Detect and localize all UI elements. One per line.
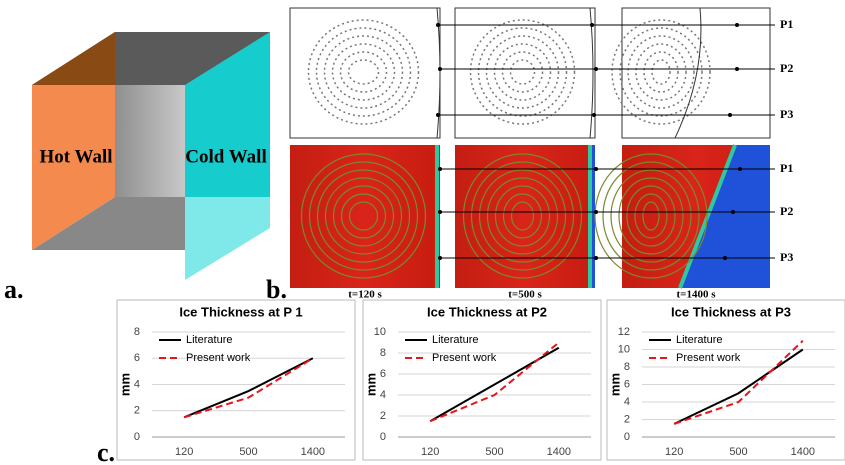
probe-point [436, 23, 440, 27]
probe-point [438, 67, 442, 71]
probe-point [594, 210, 598, 214]
x-tick-label: 1400 [301, 446, 325, 458]
x-tick-label: 120 [665, 446, 683, 458]
legend-label: Literature [186, 334, 232, 346]
probe-point [592, 113, 596, 117]
probe-point [438, 210, 442, 214]
hot-wall-label: Hot Wall [39, 146, 112, 167]
y-tick-label: 8 [134, 326, 140, 338]
probe-point [438, 167, 442, 171]
probe-label: P1 [780, 17, 793, 31]
y-tick-label: 10 [618, 343, 630, 355]
y-tick-label: 8 [380, 347, 386, 359]
legend-label: Literature [676, 334, 722, 346]
chart-title: Ice Thickness at P2 [427, 304, 547, 319]
legend-label: Present work [676, 352, 741, 364]
time-label: t=120 s [348, 289, 382, 301]
x-tick-label: 120 [175, 446, 193, 458]
chart-frame [607, 300, 845, 460]
panel-label: c. [97, 438, 115, 465]
x-tick-label: 500 [729, 446, 747, 458]
probe-point [438, 256, 442, 260]
legend-label: Present work [432, 352, 497, 364]
probe-point [738, 167, 742, 171]
probe-label: P2 [780, 204, 793, 218]
time-label: t=1400 s [677, 289, 717, 301]
y-tick-label: 12 [618, 326, 630, 338]
y-tick-label: 4 [380, 389, 386, 401]
y-tick-label: 8 [624, 361, 630, 373]
y-tick-label: 10 [374, 326, 386, 338]
back-wall-lit [115, 85, 185, 197]
probe-label: P2 [780, 61, 793, 75]
y-tick-label: 2 [134, 405, 140, 417]
probe-label: P3 [780, 107, 793, 121]
probe-label: P3 [780, 250, 793, 264]
chart-title: Ice Thickness at P 1 [179, 304, 302, 319]
probe-point [723, 256, 727, 260]
y-tick-label: 4 [134, 378, 140, 390]
x-tick-label: 500 [485, 446, 503, 458]
time-label: t=500 s [508, 289, 542, 301]
y-tick-label: 0 [624, 431, 630, 443]
chart-frame [117, 300, 355, 460]
probe-point [436, 113, 440, 117]
y-tick-label: 0 [380, 431, 386, 443]
y-axis-label: mm [117, 373, 132, 396]
probe-point [594, 167, 598, 171]
y-tick-label: 6 [380, 368, 386, 380]
figure-canvas: Hot Wall Cold Wall a. b. t=120 st=500 st… [0, 0, 845, 465]
y-axis-label: mm [607, 373, 622, 396]
probe-point [594, 256, 598, 260]
probe-point [728, 113, 732, 117]
cold-wall-bottom [185, 197, 270, 280]
figure: Hot Wall Cold Wall a. b. t=120 st=500 st… [0, 0, 845, 465]
chart-title: Ice Thickness at P3 [671, 304, 791, 319]
chart-frame [363, 300, 601, 460]
x-tick-label: 1400 [547, 446, 571, 458]
probe-point [594, 67, 598, 71]
legend-label: Literature [432, 334, 478, 346]
probe-point [735, 67, 739, 71]
panel-label: a. [4, 275, 24, 304]
y-tick-label: 2 [380, 410, 386, 422]
hot-wall-top [32, 32, 115, 85]
y-axis-label: mm [363, 373, 378, 396]
y-tick-label: 0 [134, 431, 140, 443]
y-tick-label: 4 [624, 396, 630, 408]
legend-label: Present work [186, 352, 251, 364]
y-tick-label: 2 [624, 413, 630, 425]
y-tick-label: 6 [134, 352, 140, 364]
probe-point [590, 23, 594, 27]
y-tick-label: 6 [624, 378, 630, 390]
probe-point [735, 23, 739, 27]
x-tick-label: 1400 [791, 446, 815, 458]
probe-label: P1 [780, 161, 793, 175]
cube: Hot Wall Cold Wall a. [4, 32, 270, 304]
x-tick-label: 500 [239, 446, 257, 458]
probe-point [731, 210, 735, 214]
cold-wall-label: Cold Wall [185, 146, 266, 167]
x-tick-label: 120 [421, 446, 439, 458]
